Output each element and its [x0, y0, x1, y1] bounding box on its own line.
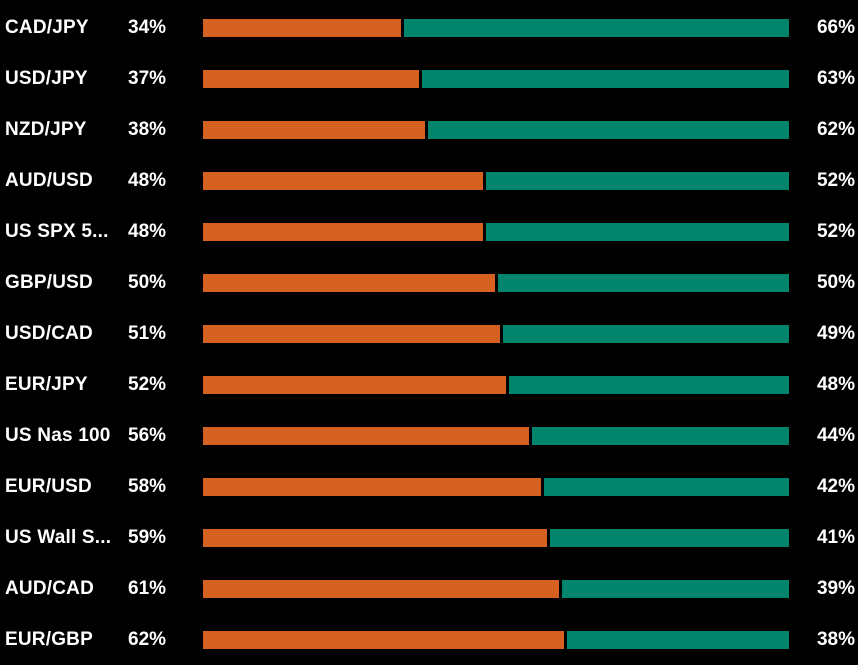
- short-pct-label: 37%: [128, 67, 167, 89]
- short-bar-segment: [203, 171, 483, 190]
- short-pct-label: 59%: [128, 526, 167, 548]
- long-pct-label: 66%: [816, 16, 855, 38]
- instrument-label: EUR/JPY: [5, 373, 88, 395]
- long-bar-segment: [544, 477, 789, 496]
- sentiment-row[interactable]: EUR/USD 58% 42%: [0, 461, 858, 512]
- long-pct-label: 49%: [816, 322, 855, 344]
- short-pct-label: 50%: [128, 271, 167, 293]
- long-bar-segment: [503, 324, 789, 343]
- sentiment-bar: [203, 528, 789, 547]
- short-bar-segment: [203, 426, 530, 445]
- long-bar-segment: [421, 69, 789, 88]
- short-bar-segment: [203, 477, 542, 496]
- long-pct-label: 50%: [816, 271, 855, 293]
- instrument-label: EUR/USD: [5, 475, 92, 497]
- long-pct-label: 63%: [816, 67, 855, 89]
- sentiment-row[interactable]: CAD/JPY 34% 66%: [0, 2, 858, 53]
- short-pct-label: 48%: [128, 220, 167, 242]
- sentiment-bar: [203, 222, 789, 241]
- long-bar-segment: [567, 630, 789, 649]
- long-bar-segment: [549, 528, 789, 547]
- short-pct-label: 48%: [128, 169, 167, 191]
- sentiment-bar: [203, 69, 789, 88]
- sentiment-bar: [203, 426, 789, 445]
- instrument-label: AUD/CAD: [5, 577, 95, 599]
- long-pct-label: 52%: [816, 169, 855, 191]
- sentiment-bar: [203, 375, 789, 394]
- long-bar-segment: [497, 273, 789, 292]
- short-pct-label: 51%: [128, 322, 167, 344]
- sentiment-row[interactable]: EUR/JPY 52% 48%: [0, 359, 858, 410]
- sentiment-bar: [203, 324, 789, 343]
- sentiment-bar: [203, 477, 789, 496]
- instrument-label: GBP/USD: [5, 271, 93, 293]
- instrument-label: AUD/USD: [5, 169, 93, 191]
- sentiment-bar: [203, 18, 789, 37]
- sentiment-bar: [203, 579, 789, 598]
- sentiment-row[interactable]: USD/CAD 51% 49%: [0, 308, 858, 359]
- long-pct-label: 42%: [816, 475, 855, 497]
- short-pct-label: 58%: [128, 475, 167, 497]
- short-bar-segment: [203, 579, 559, 598]
- instrument-label: NZD/JPY: [5, 118, 87, 140]
- long-pct-label: 39%: [816, 577, 855, 599]
- long-bar-segment: [561, 579, 789, 598]
- short-bar-segment: [203, 18, 402, 37]
- short-bar-segment: [203, 375, 507, 394]
- sentiment-bar: [203, 630, 789, 649]
- sentiment-row[interactable]: NZD/JPY 38% 62%: [0, 104, 858, 155]
- short-bar-segment: [203, 324, 501, 343]
- short-bar-segment: [203, 222, 483, 241]
- instrument-label: US SPX 5...: [5, 220, 109, 242]
- short-pct-label: 34%: [128, 16, 167, 38]
- sentiment-row[interactable]: GBP/USD 50% 50%: [0, 257, 858, 308]
- long-bar-segment: [532, 426, 789, 445]
- long-bar-segment: [427, 120, 789, 139]
- short-pct-label: 61%: [128, 577, 167, 599]
- long-pct-label: 41%: [816, 526, 855, 548]
- sentiment-row[interactable]: AUD/CAD 61% 39%: [0, 563, 858, 614]
- sentiment-row[interactable]: US SPX 5... 48% 52%: [0, 206, 858, 257]
- short-bar-segment: [203, 528, 547, 547]
- long-pct-label: 52%: [816, 220, 855, 242]
- short-bar-segment: [203, 273, 495, 292]
- long-bar-segment: [404, 18, 789, 37]
- short-bar-segment: [203, 630, 565, 649]
- sentiment-row[interactable]: US Wall S... 59% 41%: [0, 512, 858, 563]
- long-pct-label: 48%: [816, 373, 855, 395]
- long-bar-segment: [485, 222, 789, 241]
- short-pct-label: 52%: [128, 373, 167, 395]
- long-bar-segment: [485, 171, 789, 190]
- short-bar-segment: [203, 120, 425, 139]
- instrument-label: CAD/JPY: [5, 16, 89, 38]
- instrument-label: US Wall S...: [5, 526, 112, 548]
- sentiment-bar: [203, 120, 789, 139]
- short-bar-segment: [203, 69, 419, 88]
- short-pct-label: 38%: [128, 118, 167, 140]
- instrument-label: EUR/GBP: [5, 628, 93, 650]
- sentiment-row[interactable]: USD/JPY 37% 63%: [0, 53, 858, 104]
- long-bar-segment: [509, 375, 789, 394]
- long-pct-label: 38%: [816, 628, 855, 650]
- sentiment-row[interactable]: EUR/GBP 62% 38%: [0, 614, 858, 665]
- instrument-label: USD/CAD: [5, 322, 93, 344]
- long-pct-label: 62%: [816, 118, 855, 140]
- instrument-label: US Nas 100: [5, 424, 111, 446]
- sentiment-row[interactable]: AUD/USD 48% 52%: [0, 155, 858, 206]
- long-pct-label: 44%: [816, 424, 855, 446]
- instrument-label: USD/JPY: [5, 67, 88, 89]
- short-pct-label: 62%: [128, 628, 167, 650]
- sentiment-bar: [203, 273, 789, 292]
- sentiment-row[interactable]: US Nas 100 56% 44%: [0, 410, 858, 461]
- short-pct-label: 56%: [128, 424, 167, 446]
- sentiment-bar: [203, 171, 789, 190]
